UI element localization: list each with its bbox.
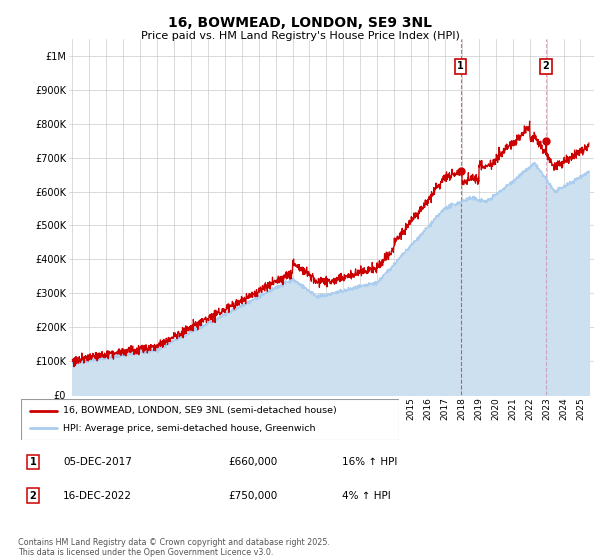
Text: HPI: Average price, semi-detached house, Greenwich: HPI: Average price, semi-detached house,…	[62, 424, 315, 433]
Text: Price paid vs. HM Land Registry's House Price Index (HPI): Price paid vs. HM Land Registry's House …	[140, 31, 460, 41]
FancyBboxPatch shape	[21, 399, 399, 440]
Text: 16% ↑ HPI: 16% ↑ HPI	[342, 457, 397, 467]
Text: 1: 1	[457, 61, 464, 71]
Text: 2: 2	[542, 61, 549, 71]
Text: 4% ↑ HPI: 4% ↑ HPI	[342, 491, 391, 501]
Text: 16-DEC-2022: 16-DEC-2022	[63, 491, 132, 501]
Text: 1: 1	[29, 457, 37, 467]
Text: 16, BOWMEAD, LONDON, SE9 3NL: 16, BOWMEAD, LONDON, SE9 3NL	[168, 16, 432, 30]
Text: 16, BOWMEAD, LONDON, SE9 3NL (semi-detached house): 16, BOWMEAD, LONDON, SE9 3NL (semi-detac…	[62, 406, 337, 415]
Text: £660,000: £660,000	[228, 457, 277, 467]
Text: £750,000: £750,000	[228, 491, 277, 501]
Text: Contains HM Land Registry data © Crown copyright and database right 2025.
This d: Contains HM Land Registry data © Crown c…	[18, 538, 330, 557]
Text: 05-DEC-2017: 05-DEC-2017	[63, 457, 132, 467]
Text: 2: 2	[29, 491, 37, 501]
